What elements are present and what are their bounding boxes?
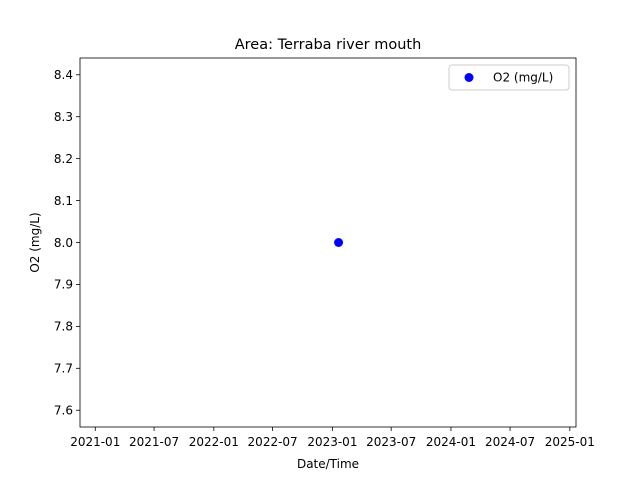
x-axis: 2021-01 2021-07 2022-01 2022-07 2023-01 2023-… (70, 427, 595, 449)
x-tick-label: 2025-01 (545, 435, 595, 449)
x-tick-label: 2023-01 (307, 435, 357, 449)
x-axis-label: Date/Time (297, 457, 359, 471)
x-tick-label: 2023-07 (366, 435, 416, 449)
legend-frame (448, 64, 570, 91)
y-tick-label: 8.4 (54, 68, 73, 82)
legend-label: O2 (mg/L) (493, 71, 553, 85)
legend-marker (464, 73, 474, 82)
chart-title: Area: Terraba river mouth (235, 37, 422, 53)
x-tick-label: 2024-07 (485, 435, 535, 449)
y-tick-label: 7.6 (54, 404, 73, 418)
data-point (334, 238, 344, 247)
y-tick-label: 8.2 (54, 152, 73, 166)
x-tick-label: 2024-01 (426, 435, 476, 449)
y-tick-label: 7.9 (54, 278, 73, 292)
plot-frame (79, 57, 577, 428)
y-tick-label: 8.1 (54, 194, 73, 208)
y-tick-label: 7.8 (54, 320, 73, 334)
y-axis-label: O2 (mg/L) (28, 212, 42, 272)
y-axis: 7.6 7.7 7.8 7.9 8.0 8.1 8.2 8.3 8.4 (54, 68, 80, 418)
plot-area (80, 58, 576, 427)
y-tick-label: 7.7 (54, 362, 73, 376)
legend: O2 (mg/L) (448, 64, 570, 91)
x-tick-label: 2022-07 (248, 435, 298, 449)
x-tick-label: 2021-01 (70, 435, 120, 449)
y-tick-label: 8.3 (54, 110, 73, 124)
y-tick-label: 8.0 (54, 236, 73, 250)
x-tick-label: 2021-07 (129, 435, 179, 449)
plot-background (80, 58, 576, 427)
data-points (334, 238, 344, 247)
x-tick-label: 2022-01 (189, 435, 239, 449)
